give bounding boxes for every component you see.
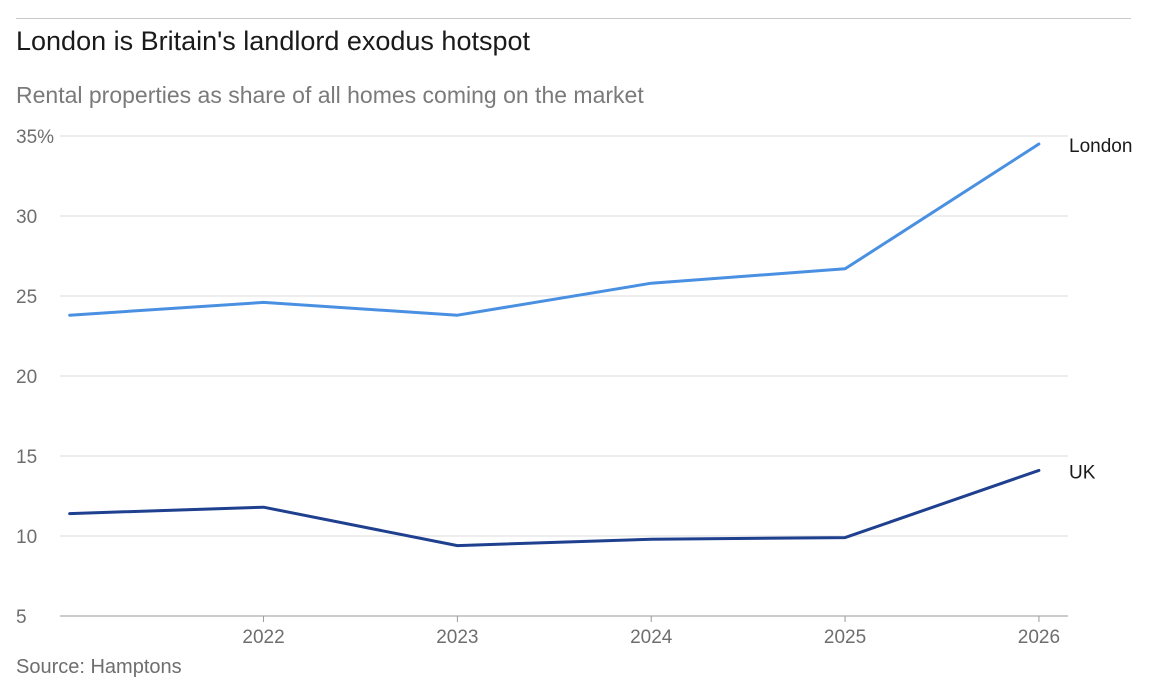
- y-tick-label: 20: [16, 367, 37, 388]
- y-tick-label: 30: [16, 207, 37, 228]
- chart-subtitle: Rental properties as share of all homes …: [16, 82, 644, 108]
- x-tick-label: 2024: [630, 627, 673, 648]
- series-label-london: London: [1069, 136, 1132, 157]
- y-tick-label: 35%: [16, 127, 54, 148]
- y-axis-tick-labels: 35% 30 25 20 15 10 5: [16, 127, 54, 628]
- x-tick-label: 2022: [242, 627, 284, 648]
- series-line-london: [68, 142, 1041, 317]
- chart-title: London is Britain's landlord exodus hots…: [16, 26, 530, 56]
- series-labels: London UK: [1069, 136, 1132, 483]
- series-line-uk: [68, 468, 1041, 548]
- y-tick-label: 15: [16, 447, 37, 468]
- y-tick-label: 10: [16, 527, 37, 548]
- series-label-uk: UK: [1069, 462, 1096, 483]
- y-tick-label: 5: [16, 607, 27, 628]
- x-tick-label: 2026: [1018, 627, 1060, 648]
- y-tick-label: 25: [16, 287, 37, 308]
- x-tick-label: 2023: [436, 627, 478, 648]
- top-rule: [16, 18, 1131, 19]
- series-lines: [68, 142, 1041, 548]
- source-note: Source: Hamptons: [16, 656, 182, 678]
- gridlines: [60, 135, 1068, 617]
- x-axis-tick-labels: 2022 2023 2024 2025 2026: [242, 616, 1060, 648]
- x-tick-label: 2025: [824, 627, 866, 648]
